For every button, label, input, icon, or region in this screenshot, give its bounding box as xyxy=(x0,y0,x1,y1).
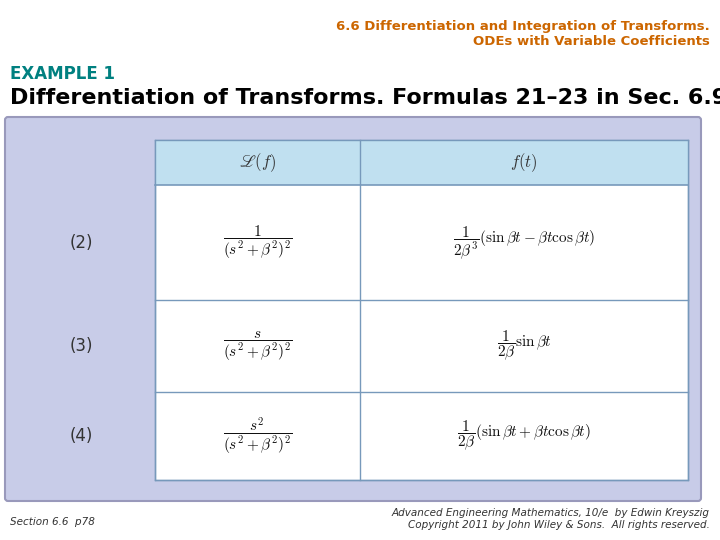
Text: $\mathscr{L}(f)$: $\mathscr{L}(f)$ xyxy=(239,151,276,174)
FancyBboxPatch shape xyxy=(5,117,701,501)
Text: Advanced Engineering Mathematics, 10/e  by Edwin Kreyszig: Advanced Engineering Mathematics, 10/e b… xyxy=(392,508,710,518)
Text: (4): (4) xyxy=(70,427,93,445)
Text: $\dfrac{1}{(s^2+\beta^2)^2}$: $\dfrac{1}{(s^2+\beta^2)^2}$ xyxy=(222,224,292,261)
Text: $\dfrac{1}{2\beta^3}(\sin\beta t - \beta t\cos\beta t)$: $\dfrac{1}{2\beta^3}(\sin\beta t - \beta… xyxy=(453,224,595,261)
Text: $f(t)$: $f(t)$ xyxy=(510,151,538,174)
FancyBboxPatch shape xyxy=(155,140,688,480)
Text: (2): (2) xyxy=(70,233,94,252)
Text: (3): (3) xyxy=(70,337,94,355)
Text: Copyright 2011 by John Wiley & Sons.  All rights reserved.: Copyright 2011 by John Wiley & Sons. All… xyxy=(408,520,710,530)
Text: $\dfrac{1}{2\beta}(\sin\beta t + \beta t\cos\beta t)$: $\dfrac{1}{2\beta}(\sin\beta t + \beta t… xyxy=(457,419,591,453)
Text: $\dfrac{1}{2\beta}\sin\beta t$: $\dfrac{1}{2\beta}\sin\beta t$ xyxy=(497,329,552,363)
Text: $\dfrac{s^2}{(s^2+\beta^2)^2}$: $\dfrac{s^2}{(s^2+\beta^2)^2}$ xyxy=(222,416,292,456)
Text: 6.6 Differentiation and Integration of Transforms.: 6.6 Differentiation and Integration of T… xyxy=(336,20,710,33)
Text: Section 6.6  p78: Section 6.6 p78 xyxy=(10,517,95,527)
Text: EXAMPLE 1: EXAMPLE 1 xyxy=(10,65,115,83)
Text: Differentiation of Transforms. Formulas 21–23 in Sec. 6.9: Differentiation of Transforms. Formulas … xyxy=(10,88,720,108)
Text: $\dfrac{s}{(s^2+\beta^2)^2}$: $\dfrac{s}{(s^2+\beta^2)^2}$ xyxy=(222,329,292,363)
FancyBboxPatch shape xyxy=(155,140,688,185)
Text: ODEs with Variable Coefficients: ODEs with Variable Coefficients xyxy=(473,35,710,48)
